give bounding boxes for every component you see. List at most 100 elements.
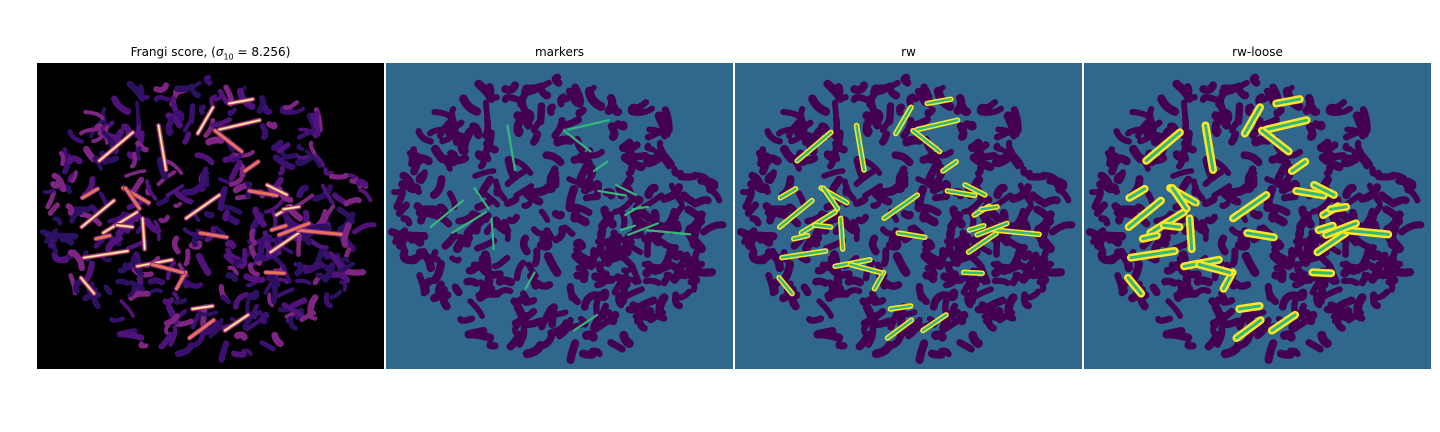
tissue-region bbox=[1237, 232, 1250, 249]
tissue-region bbox=[647, 309, 667, 324]
tissue-region bbox=[969, 153, 995, 172]
tissue-region bbox=[571, 83, 585, 108]
vessel-blob bbox=[183, 248, 191, 267]
tissue-region bbox=[531, 247, 541, 268]
tissue-region bbox=[853, 195, 869, 208]
panel-rw-loose: rw-loose bbox=[1084, 44, 1431, 371]
tissue-region bbox=[1347, 231, 1360, 247]
tissue-region bbox=[1316, 138, 1332, 153]
tissue-region bbox=[991, 277, 1011, 287]
tissue-region bbox=[618, 138, 634, 153]
tissue-region bbox=[841, 178, 857, 202]
vessel-blob bbox=[129, 280, 146, 292]
vessel-blob bbox=[225, 272, 239, 283]
tissue-region bbox=[993, 126, 1015, 141]
vessel-blob bbox=[173, 110, 185, 122]
tissue-region bbox=[1199, 93, 1219, 103]
marker-core bbox=[911, 129, 941, 153]
vessel-blob bbox=[199, 320, 221, 337]
marker-core bbox=[778, 199, 814, 229]
marker-core bbox=[962, 271, 984, 275]
tissue-region bbox=[1335, 296, 1356, 310]
vessel-ridge-peak bbox=[141, 217, 146, 250]
tissue-region bbox=[865, 324, 877, 348]
marker-core bbox=[963, 183, 987, 197]
tissue-region bbox=[548, 169, 560, 193]
tissue-region bbox=[478, 254, 495, 279]
tissue-region bbox=[1342, 232, 1351, 258]
tissue-region bbox=[1249, 73, 1261, 87]
sigma-subscript: 10 bbox=[223, 52, 234, 62]
tissue-region bbox=[593, 179, 602, 200]
tissue-region bbox=[968, 330, 983, 348]
tissue-region bbox=[459, 94, 482, 116]
tissue-region bbox=[436, 203, 450, 217]
vessel-blob bbox=[203, 210, 215, 219]
vessel-blob bbox=[163, 313, 180, 327]
tissue-region bbox=[978, 152, 997, 161]
vessel-blob bbox=[249, 228, 258, 246]
marker-core bbox=[897, 231, 926, 239]
tissue-region bbox=[501, 81, 519, 94]
tissue-region bbox=[949, 205, 966, 229]
vessel-blob bbox=[194, 152, 215, 166]
tissue-region bbox=[530, 117, 544, 134]
marker-core bbox=[1197, 263, 1232, 275]
tissue-region bbox=[914, 185, 928, 213]
tissue-region bbox=[644, 183, 659, 200]
vessel-blob bbox=[162, 297, 175, 306]
tissue-region bbox=[766, 208, 783, 225]
marker-segment bbox=[597, 189, 627, 197]
marker-core bbox=[916, 119, 959, 131]
tissue-region bbox=[900, 209, 914, 220]
tissue-region bbox=[993, 183, 1008, 200]
tissue-region bbox=[1305, 310, 1318, 326]
tissue-region bbox=[869, 290, 879, 301]
tissue-region bbox=[1359, 109, 1368, 126]
tissue-region bbox=[641, 192, 665, 210]
vessel-blob bbox=[242, 310, 255, 331]
tissue-region bbox=[629, 152, 648, 161]
tissue-region bbox=[816, 298, 834, 319]
marker-segment bbox=[619, 224, 636, 232]
tissue-region bbox=[814, 261, 828, 275]
tissue-region bbox=[687, 279, 698, 293]
tissue-region bbox=[1310, 197, 1333, 215]
marker-core bbox=[886, 319, 913, 340]
tissue-region bbox=[748, 250, 768, 265]
vessel-blob bbox=[70, 170, 78, 184]
vessel-blob bbox=[294, 278, 312, 286]
marker-core bbox=[894, 106, 913, 135]
vessel-blob bbox=[66, 155, 83, 165]
tissue-region bbox=[785, 203, 799, 217]
tissue-region bbox=[491, 254, 511, 270]
tissue-region bbox=[528, 183, 553, 197]
tissue-region bbox=[1219, 109, 1233, 123]
tissue-region bbox=[1327, 301, 1353, 319]
tissue-region bbox=[944, 261, 959, 278]
tissue-region bbox=[831, 145, 841, 163]
tissue-region bbox=[622, 230, 644, 245]
tissue-region bbox=[637, 296, 658, 310]
tissue-region bbox=[762, 202, 774, 217]
tissue-region bbox=[447, 149, 459, 167]
tissue-region bbox=[855, 330, 873, 351]
vessel-blob bbox=[59, 235, 75, 246]
vessel-blob bbox=[224, 239, 237, 250]
marker-core bbox=[1204, 124, 1215, 172]
vessel-ridge-core bbox=[243, 160, 260, 173]
vessel-blob bbox=[299, 310, 317, 323]
tissue-region bbox=[1340, 260, 1353, 278]
marker-core bbox=[1270, 313, 1297, 332]
tissue-region bbox=[584, 86, 606, 111]
tissue-region bbox=[1180, 145, 1190, 163]
marker-core bbox=[1162, 223, 1181, 229]
tissue-region bbox=[993, 142, 1004, 152]
tissue-region bbox=[1029, 191, 1046, 206]
tissue-region bbox=[942, 179, 951, 200]
tissue-region bbox=[1251, 135, 1273, 147]
tissue-region bbox=[607, 339, 626, 353]
tissue-region bbox=[441, 231, 459, 250]
marker-core bbox=[1129, 249, 1177, 260]
tissue-region bbox=[495, 276, 516, 287]
